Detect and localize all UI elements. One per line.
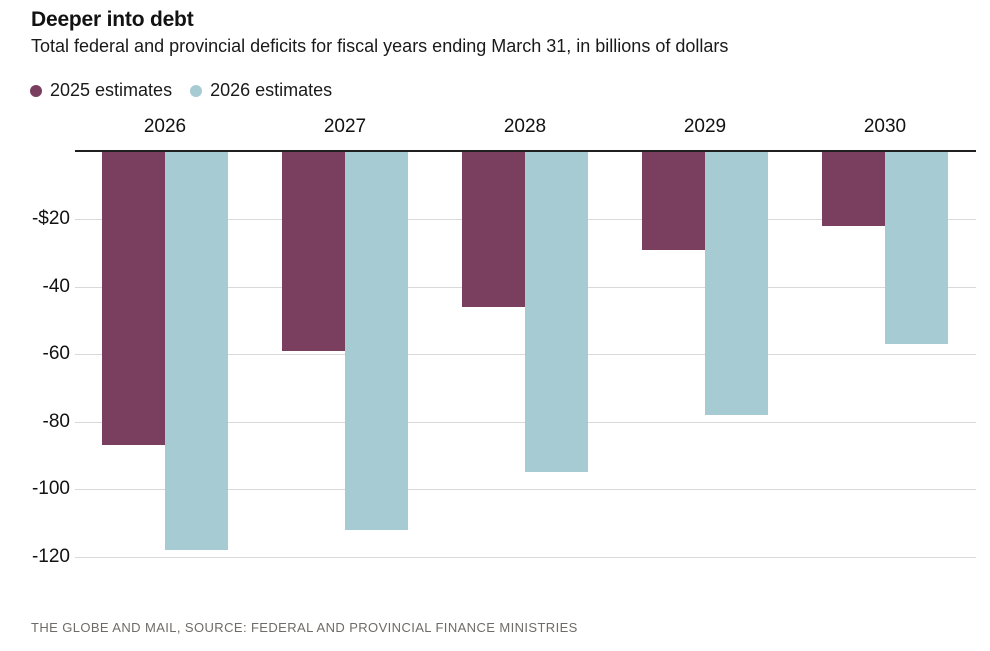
gridline-120 [75, 557, 976, 558]
zero-baseline [75, 150, 976, 152]
bar-2026-estimates-2027 [345, 152, 408, 530]
source-credit: THE GLOBE AND MAIL, SOURCE: FEDERAL AND … [31, 620, 578, 635]
x-category-label-2026: 2026 [143, 116, 187, 137]
legend-label: 2026 estimates [210, 80, 333, 100]
y-tick-label-80: -80 [42, 411, 70, 432]
x-category-label-2028: 2028 [503, 116, 547, 137]
bar-2026-estimates-2026 [165, 152, 228, 550]
y-tick-label-120: -120 [31, 546, 70, 567]
legend-item-2025-estimates: 2025 estimates [30, 80, 172, 101]
bar-2025-estimates-2030 [822, 152, 885, 226]
legend: 2025 estimates 2026 estimates [30, 80, 332, 101]
legend-dot-icon [190, 84, 203, 97]
gridline-100 [75, 489, 976, 490]
bar-2026-estimates-2030 [885, 152, 948, 344]
legend-dot-icon [30, 84, 42, 97]
legend-item-2026-estimates: 2026 estimates [190, 80, 332, 101]
bar-2025-estimates-2027 [282, 152, 345, 351]
x-category-label-2027: 2027 [323, 116, 367, 137]
x-category-label-2030: 2030 [863, 116, 907, 137]
y-tick-label-100: -100 [31, 478, 70, 499]
bar-2025-estimates-2026 [102, 152, 165, 445]
bar-2025-estimates-2028 [462, 152, 525, 307]
bar-2026-estimates-2029 [705, 152, 768, 415]
y-tick-label-20: -$20 [31, 208, 70, 229]
bar-2025-estimates-2029 [642, 152, 705, 250]
y-tick-label-60: -60 [42, 343, 70, 364]
bar-2026-estimates-2028 [525, 152, 588, 472]
x-category-label-2029: 2029 [683, 116, 727, 137]
chart-subtitle: Total federal and provincial deficits fo… [31, 36, 729, 56]
legend-label: 2025 estimates [50, 80, 173, 100]
y-tick-label-40: -40 [42, 276, 70, 297]
chart-title: Deeper into debt [31, 8, 194, 31]
